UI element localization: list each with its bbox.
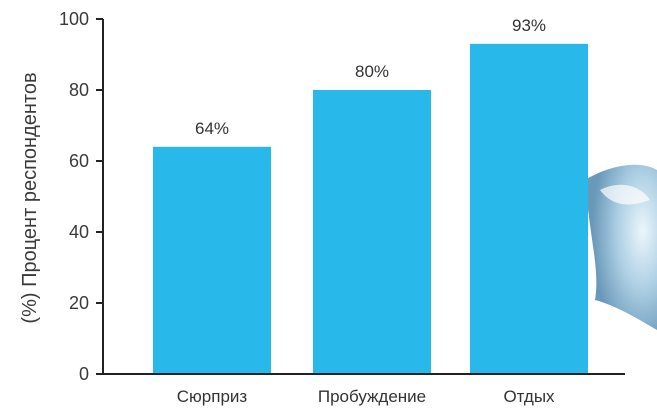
bar-1: [153, 146, 271, 374]
data-label-3: 93%: [512, 16, 546, 35]
data-label-1: 64%: [195, 119, 229, 138]
bar-2: [313, 90, 431, 374]
y-tick-label-0: 0: [79, 364, 89, 384]
y-tick-label-20: 20: [69, 293, 89, 313]
bar-3: [470, 43, 588, 374]
bars-group: [153, 43, 588, 374]
y-tick-label-40: 40: [69, 222, 89, 242]
y-tick-label-100: 100: [59, 9, 89, 29]
y-axis-ticks: 0 20 40 60 80 100: [59, 9, 103, 384]
y-axis-title: (%) Процент респондентов: [19, 72, 41, 323]
y-tick-label-80: 80: [69, 80, 89, 100]
data-label-2: 80%: [355, 62, 389, 81]
x-tick-label-3: Отдых: [503, 387, 555, 406]
water-splash-decoration: [585, 164, 657, 330]
x-tick-label-1: Сюрприз: [177, 387, 248, 406]
data-labels-group: 64% 80% 93%: [195, 16, 546, 138]
x-axis-labels: Сюрприз Пробуждение Отдых: [177, 387, 555, 406]
y-tick-label-60: 60: [69, 151, 89, 171]
x-tick-label-2: Пробуждение: [318, 387, 426, 406]
